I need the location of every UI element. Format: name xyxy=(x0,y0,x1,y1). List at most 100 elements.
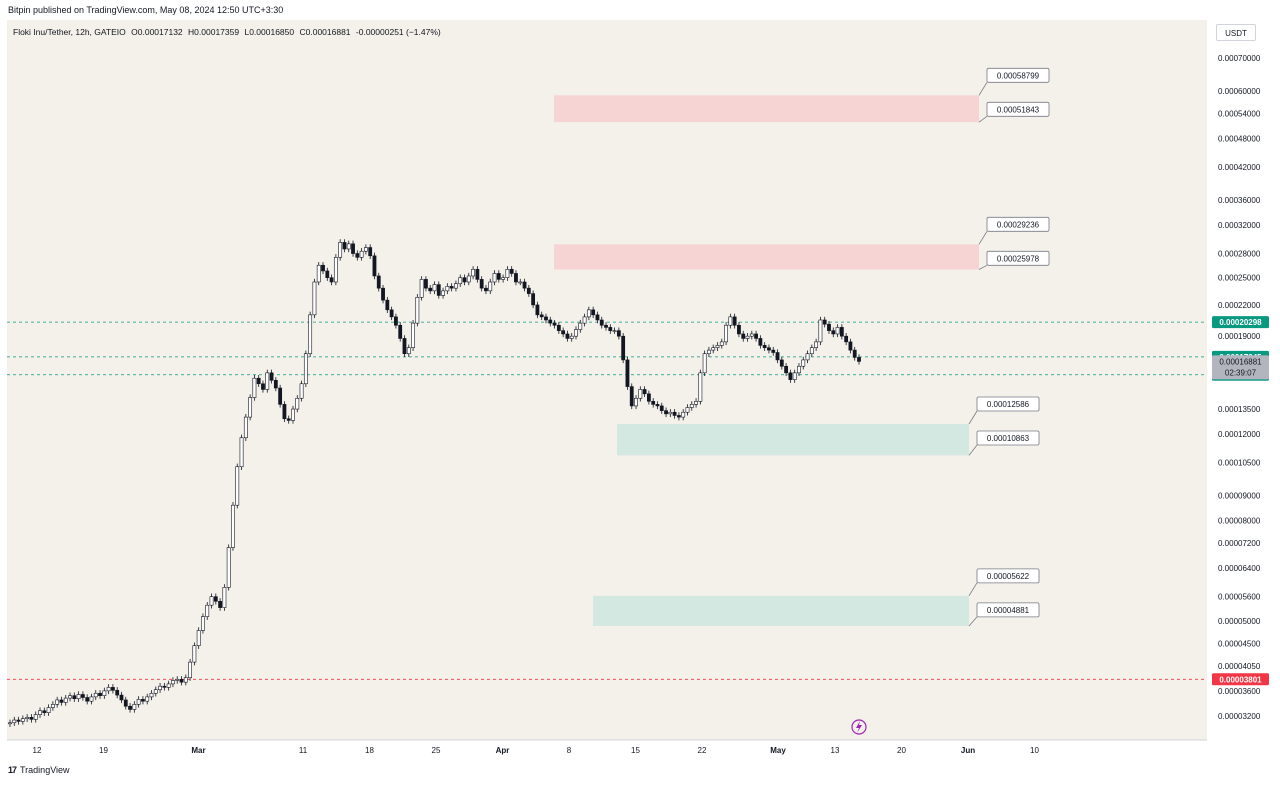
candle-body xyxy=(548,319,553,324)
candle-body xyxy=(719,341,724,346)
published-caption: Bitpin published on TradingView.com, May… xyxy=(8,5,284,15)
candle-body xyxy=(715,345,720,349)
candle-body xyxy=(655,404,660,407)
candle-body xyxy=(526,287,531,294)
candle-body xyxy=(659,405,664,411)
candle-body xyxy=(788,372,793,380)
candle-body xyxy=(63,697,68,703)
footer-brand[interactable]: 17 TradingView xyxy=(8,765,70,775)
candle-body xyxy=(411,322,415,349)
x-tick-label: 11 xyxy=(299,746,308,755)
candle-body xyxy=(749,333,754,337)
candle-body xyxy=(831,330,836,335)
change-value: -0.00000251 (−1.47%) xyxy=(355,27,441,37)
price-label-box xyxy=(986,101,1050,117)
candle-body xyxy=(844,335,849,343)
candle-body xyxy=(595,314,600,321)
candle-body xyxy=(141,699,145,702)
currency-selector[interactable]: USDT xyxy=(1216,24,1256,41)
candle-body xyxy=(505,269,510,278)
x-tick-label: 10 xyxy=(1030,746,1039,755)
candle-body xyxy=(338,242,343,258)
level-badge-text: 0.00003801 xyxy=(1219,675,1262,684)
candle-body xyxy=(634,397,638,407)
candle-body xyxy=(574,329,578,337)
candle-body xyxy=(629,386,634,407)
candle-body xyxy=(762,345,767,349)
candle-body xyxy=(68,695,72,699)
price-label-box xyxy=(986,250,1050,266)
lightning-icon xyxy=(851,719,867,735)
price-chart[interactable]: 0.00070000 0.00060000 0.00054000 0.00048000… xyxy=(0,20,1280,765)
candle-body xyxy=(561,330,566,335)
candle-body xyxy=(771,349,776,353)
candle-body xyxy=(698,372,703,402)
candle-body xyxy=(286,418,291,421)
candle-body xyxy=(368,247,373,257)
candle-body xyxy=(273,379,278,389)
candle-body xyxy=(415,297,420,324)
current-price-text: 0.00016881 xyxy=(1219,357,1262,366)
candle-body xyxy=(402,338,407,355)
x-tick-label: 19 xyxy=(99,746,108,755)
candle-body xyxy=(677,415,681,418)
x-tick-label: Apr xyxy=(496,746,510,755)
candle-body xyxy=(685,407,690,413)
candle-body xyxy=(612,330,617,332)
candle-body xyxy=(183,677,188,683)
candle-body xyxy=(269,372,274,381)
candle-body xyxy=(728,316,733,326)
candle-body xyxy=(93,692,98,698)
candle-body xyxy=(604,324,608,328)
y-tick-label: 0.00070000 xyxy=(1218,54,1261,63)
candle-body xyxy=(376,275,381,289)
candle-body xyxy=(707,349,711,355)
candle-body xyxy=(205,604,210,617)
candle-body xyxy=(166,683,171,688)
candle-body xyxy=(711,347,716,351)
y-tick-label: 0.00010500 xyxy=(1218,459,1261,468)
candle-body xyxy=(809,347,814,355)
x-tick-label: 12 xyxy=(33,746,42,755)
candle-body xyxy=(432,284,437,292)
candle-body xyxy=(496,273,501,280)
x-tick-label: Mar xyxy=(191,746,205,755)
label-leader-line xyxy=(978,82,988,96)
candle-body xyxy=(333,257,338,283)
candle-body xyxy=(406,347,411,355)
price-label-text: 0.00005622 xyxy=(987,572,1030,581)
candle-body xyxy=(132,704,137,710)
candle-body xyxy=(664,410,668,415)
label-leader-line xyxy=(968,616,978,627)
candle-body xyxy=(681,411,686,418)
candle-body xyxy=(475,269,480,280)
tradingview-logo-icon: 17 xyxy=(8,765,17,775)
y-tick-label: 0.00019000 xyxy=(1218,332,1261,341)
candle-body xyxy=(158,685,162,691)
candle-body xyxy=(471,269,475,277)
candle-body xyxy=(213,596,218,602)
candle-body xyxy=(321,264,325,272)
y-tick-label: 0.00008000 xyxy=(1218,517,1261,526)
symbol-name[interactable]: Floki Inu/Tether, 12h, GATEIO xyxy=(13,27,126,37)
candle-body xyxy=(492,273,497,283)
candle-body xyxy=(149,692,154,698)
candle-body xyxy=(822,319,827,325)
label-leader-line xyxy=(978,231,988,245)
candle-body xyxy=(646,393,651,402)
candle-body xyxy=(839,327,844,337)
candle-body xyxy=(252,377,257,398)
candle-body xyxy=(325,270,330,278)
supply-demand-zone xyxy=(554,244,979,270)
price-label-text: 0.00004881 xyxy=(987,606,1030,615)
candle-body xyxy=(359,250,364,258)
y-tick-label: 0.00054000 xyxy=(1218,109,1261,118)
candle-body xyxy=(29,717,34,720)
candle-body xyxy=(818,319,823,343)
candle-body xyxy=(316,264,321,283)
y-tick-label: 0.00004500 xyxy=(1218,639,1261,648)
y-tick-label: 0.00042000 xyxy=(1218,163,1261,172)
label-leader-line xyxy=(968,582,978,597)
candle-body xyxy=(248,397,253,418)
plot-background xyxy=(7,20,1207,740)
